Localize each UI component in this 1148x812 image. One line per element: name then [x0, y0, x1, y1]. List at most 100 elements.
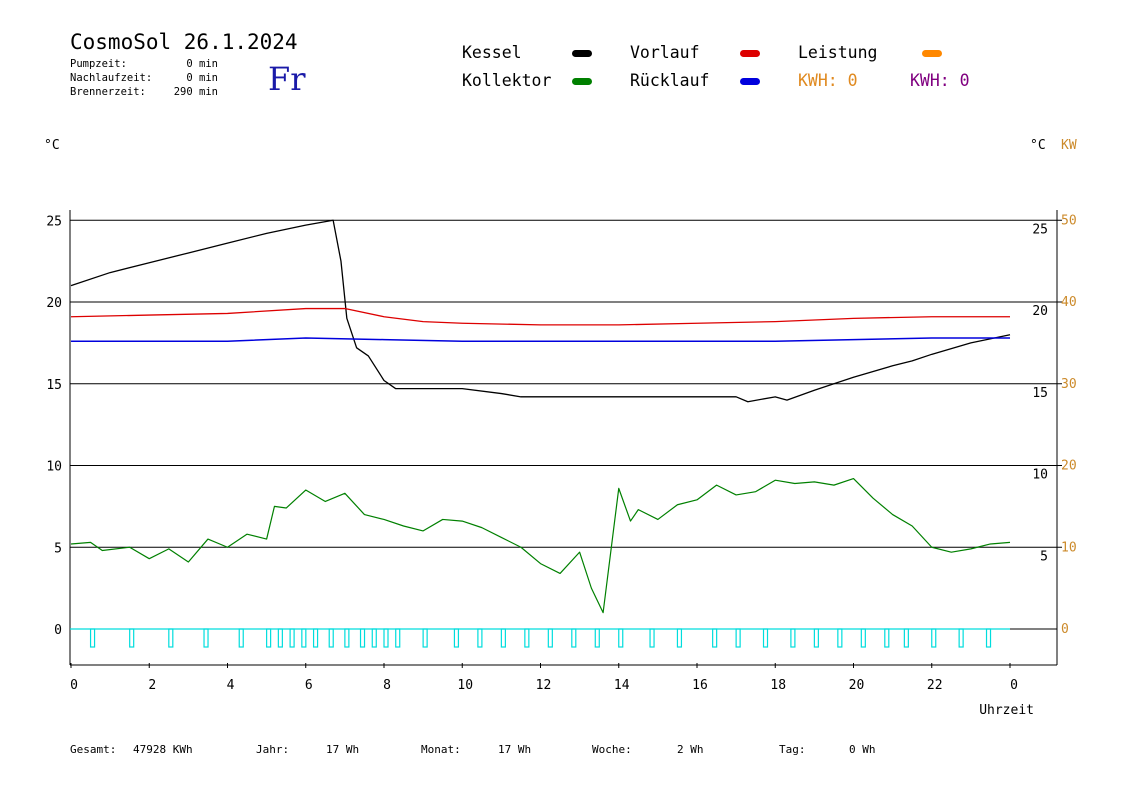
- x-tick-label: 18: [770, 678, 786, 693]
- x-tick-label: 4: [227, 678, 235, 693]
- pump-pulse: [571, 628, 577, 648]
- pump-pulse: [813, 628, 819, 648]
- page-title: CosmoSol 26.1.2024: [70, 30, 298, 54]
- pump-pulse: [203, 628, 209, 648]
- pump-pulse: [860, 628, 866, 648]
- legend-kessel-swatch: [572, 50, 592, 57]
- brennerzeit-value: 290 min: [173, 86, 218, 98]
- pump-pulse: [837, 628, 843, 648]
- pump-pulse: [649, 628, 655, 648]
- pump-pulse: [395, 628, 401, 648]
- x-tick-label: 12: [536, 678, 552, 693]
- pump-pulse: [168, 628, 174, 648]
- legend-kollektor-label: Kollektor: [462, 71, 552, 90]
- left-tick-label: 10: [46, 460, 62, 475]
- legend-leistung-label: Leistung: [798, 43, 878, 62]
- right-tick-label: 25: [1032, 222, 1048, 237]
- pump-pulse: [676, 628, 683, 648]
- pump-pulse: [266, 628, 272, 648]
- x-tick-label: 6: [305, 678, 313, 693]
- series-kessel-line: [70, 219, 1011, 403]
- pump-pulse: [371, 628, 377, 648]
- right-tick-label: 15: [1032, 386, 1048, 401]
- legend-leistung-swatch: [922, 50, 942, 57]
- pump-pulse: [985, 628, 992, 648]
- legend-ruecklauf-swatch: [740, 78, 760, 85]
- pump-pulse: [500, 628, 506, 648]
- pump-pulse: [931, 628, 937, 648]
- left-tick-label: 5: [54, 541, 62, 556]
- pump-pulse: [903, 628, 909, 648]
- footer-jahr-label: Jahr:: [256, 743, 290, 756]
- left-tick-label: 15: [46, 378, 62, 393]
- footer-gesamt-value: 47928 KWh: [133, 743, 193, 756]
- left-tick-label: 25: [46, 214, 62, 229]
- pump-pulse: [477, 628, 483, 648]
- pump-pulse: [289, 628, 295, 648]
- right-kw-tick-label: 30: [1061, 377, 1077, 392]
- pump-pulse: [312, 628, 319, 648]
- x-tick-label: 20: [849, 678, 865, 693]
- pump-pulse: [712, 628, 718, 648]
- pump-pulse: [524, 628, 530, 648]
- legend-vorlauf-label: Vorlauf: [630, 43, 700, 62]
- x-tick-label: 10: [457, 678, 473, 693]
- nachlaufzeit-label: Nachlaufzeit:: [70, 72, 153, 84]
- pump-pulse: [344, 628, 350, 648]
- right-kw-tick-label: 20: [1061, 459, 1077, 474]
- pump-pulse: [422, 628, 428, 648]
- nachlaufzeit-value: 0 min: [186, 72, 218, 84]
- footer-monat-label: Monat:: [421, 743, 461, 756]
- legend-kollektor-swatch: [572, 78, 592, 85]
- pump-pulse: [618, 628, 624, 648]
- right-kw-tick-label: 40: [1061, 295, 1077, 310]
- pumpzeit-label: Pumpzeit:: [70, 58, 127, 70]
- right-tick-label: 10: [1032, 468, 1048, 483]
- x-tick-label: 8: [383, 678, 391, 693]
- pump-pulse: [453, 628, 460, 648]
- footer-monat-value: 17 Wh: [498, 743, 532, 756]
- brennerzeit-label: Brennerzeit:: [70, 86, 146, 98]
- footer-tag-value: 0 Wh: [849, 743, 876, 756]
- x-tick-label: 2: [148, 678, 156, 693]
- legend-kessel-label: Kessel: [462, 43, 522, 62]
- pump-pulse: [958, 628, 964, 648]
- series-ruecklauf-line: [71, 337, 1010, 342]
- series-vorlauf-line: [70, 307, 1010, 326]
- x-axis-title: Uhrzeit: [979, 703, 1034, 718]
- pump-pulse: [735, 628, 741, 648]
- left-tick-label: 0: [54, 623, 62, 638]
- pump-pulse: [129, 628, 135, 648]
- footer-woche-label: Woche:: [592, 743, 632, 756]
- pump-pulse: [383, 628, 389, 648]
- right-unit-c-label: °C: [1030, 138, 1046, 153]
- pumpzeit-value: 0 min: [186, 58, 218, 70]
- right-tick-label: 20: [1032, 304, 1048, 319]
- pump-pulse: [277, 628, 283, 648]
- footer-gesamt-label: Gesamt:: [70, 743, 117, 756]
- series-kollektor-line: [70, 477, 1011, 614]
- footer-woche-value: 2 Wh: [677, 743, 704, 756]
- pump-pulse: [547, 628, 553, 648]
- x-tick-label: 14: [614, 678, 630, 693]
- pump-pulse: [762, 628, 769, 648]
- pump-pulse: [238, 628, 244, 648]
- pump-pulse: [884, 628, 890, 648]
- pump-pulse: [359, 628, 366, 648]
- legend-kwh-purple: KWH: 0: [910, 71, 970, 90]
- pump-pulse: [790, 628, 796, 648]
- x-tick-label: 22: [927, 678, 943, 693]
- legend-ruecklauf-label: Rücklauf: [630, 71, 710, 90]
- legend-kwh-orange: KWH: 0: [798, 71, 858, 90]
- pump-pulse: [328, 628, 334, 648]
- footer-jahr-value: 17 Wh: [326, 743, 360, 756]
- legend-vorlauf-swatch: [740, 50, 760, 57]
- right-tick-label: 5: [1040, 549, 1048, 564]
- right-unit-kw-label: KW: [1061, 138, 1077, 153]
- pump-pulse: [89, 628, 96, 648]
- right-kw-tick-label: 10: [1061, 540, 1077, 555]
- left-unit-label: °C: [44, 138, 60, 153]
- x-tick-label: 16: [692, 678, 708, 693]
- left-tick-label: 20: [46, 296, 62, 311]
